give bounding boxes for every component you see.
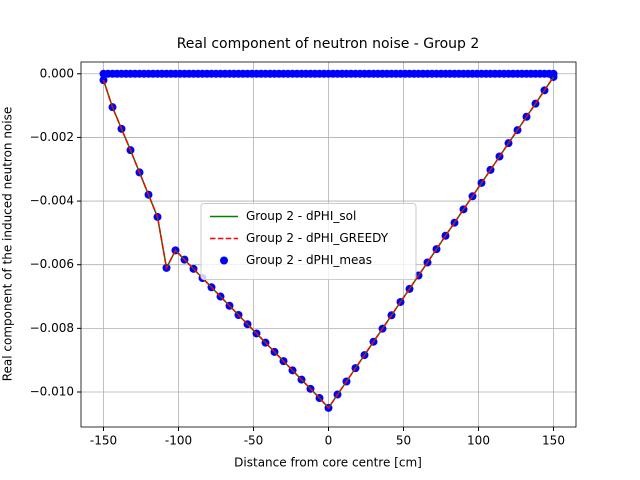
x-tick-label: -50 (244, 434, 264, 448)
x-tick-label: -150 (90, 434, 117, 448)
y-tick-label: −0.010 (30, 384, 74, 398)
y-tick-label: −0.002 (30, 130, 74, 144)
legend-label: Group 2 - dPHI_GREEDY (246, 231, 389, 245)
scatter-point (549, 69, 558, 78)
legend-box (200, 203, 417, 280)
legend-label: Group 2 - dPHI_sol (246, 209, 356, 223)
x-tick-label: 100 (467, 434, 490, 448)
y-axis-label: Real component of the induced neutron no… (1, 107, 15, 382)
chart-title: Real component of neutron noise - Group … (177, 36, 480, 52)
x-axis-label: Distance from core centre [cm] (234, 456, 422, 470)
y-tick-label: 0.000 (40, 66, 74, 80)
y-tick-label: −0.008 (30, 321, 74, 335)
y-tick-label: −0.006 (30, 257, 74, 271)
legend-label: Group 2 - dPHI_meas (246, 253, 372, 267)
legend-marker (220, 256, 228, 265)
y-tick-label: −0.004 (30, 194, 74, 208)
x-tick-label: 150 (542, 434, 565, 448)
plot-frame (80, 61, 577, 428)
x-tick-label: -100 (165, 434, 192, 448)
x-tick-label: 50 (396, 434, 411, 448)
line (102, 76, 555, 410)
x-tick-label: 0 (325, 434, 333, 448)
